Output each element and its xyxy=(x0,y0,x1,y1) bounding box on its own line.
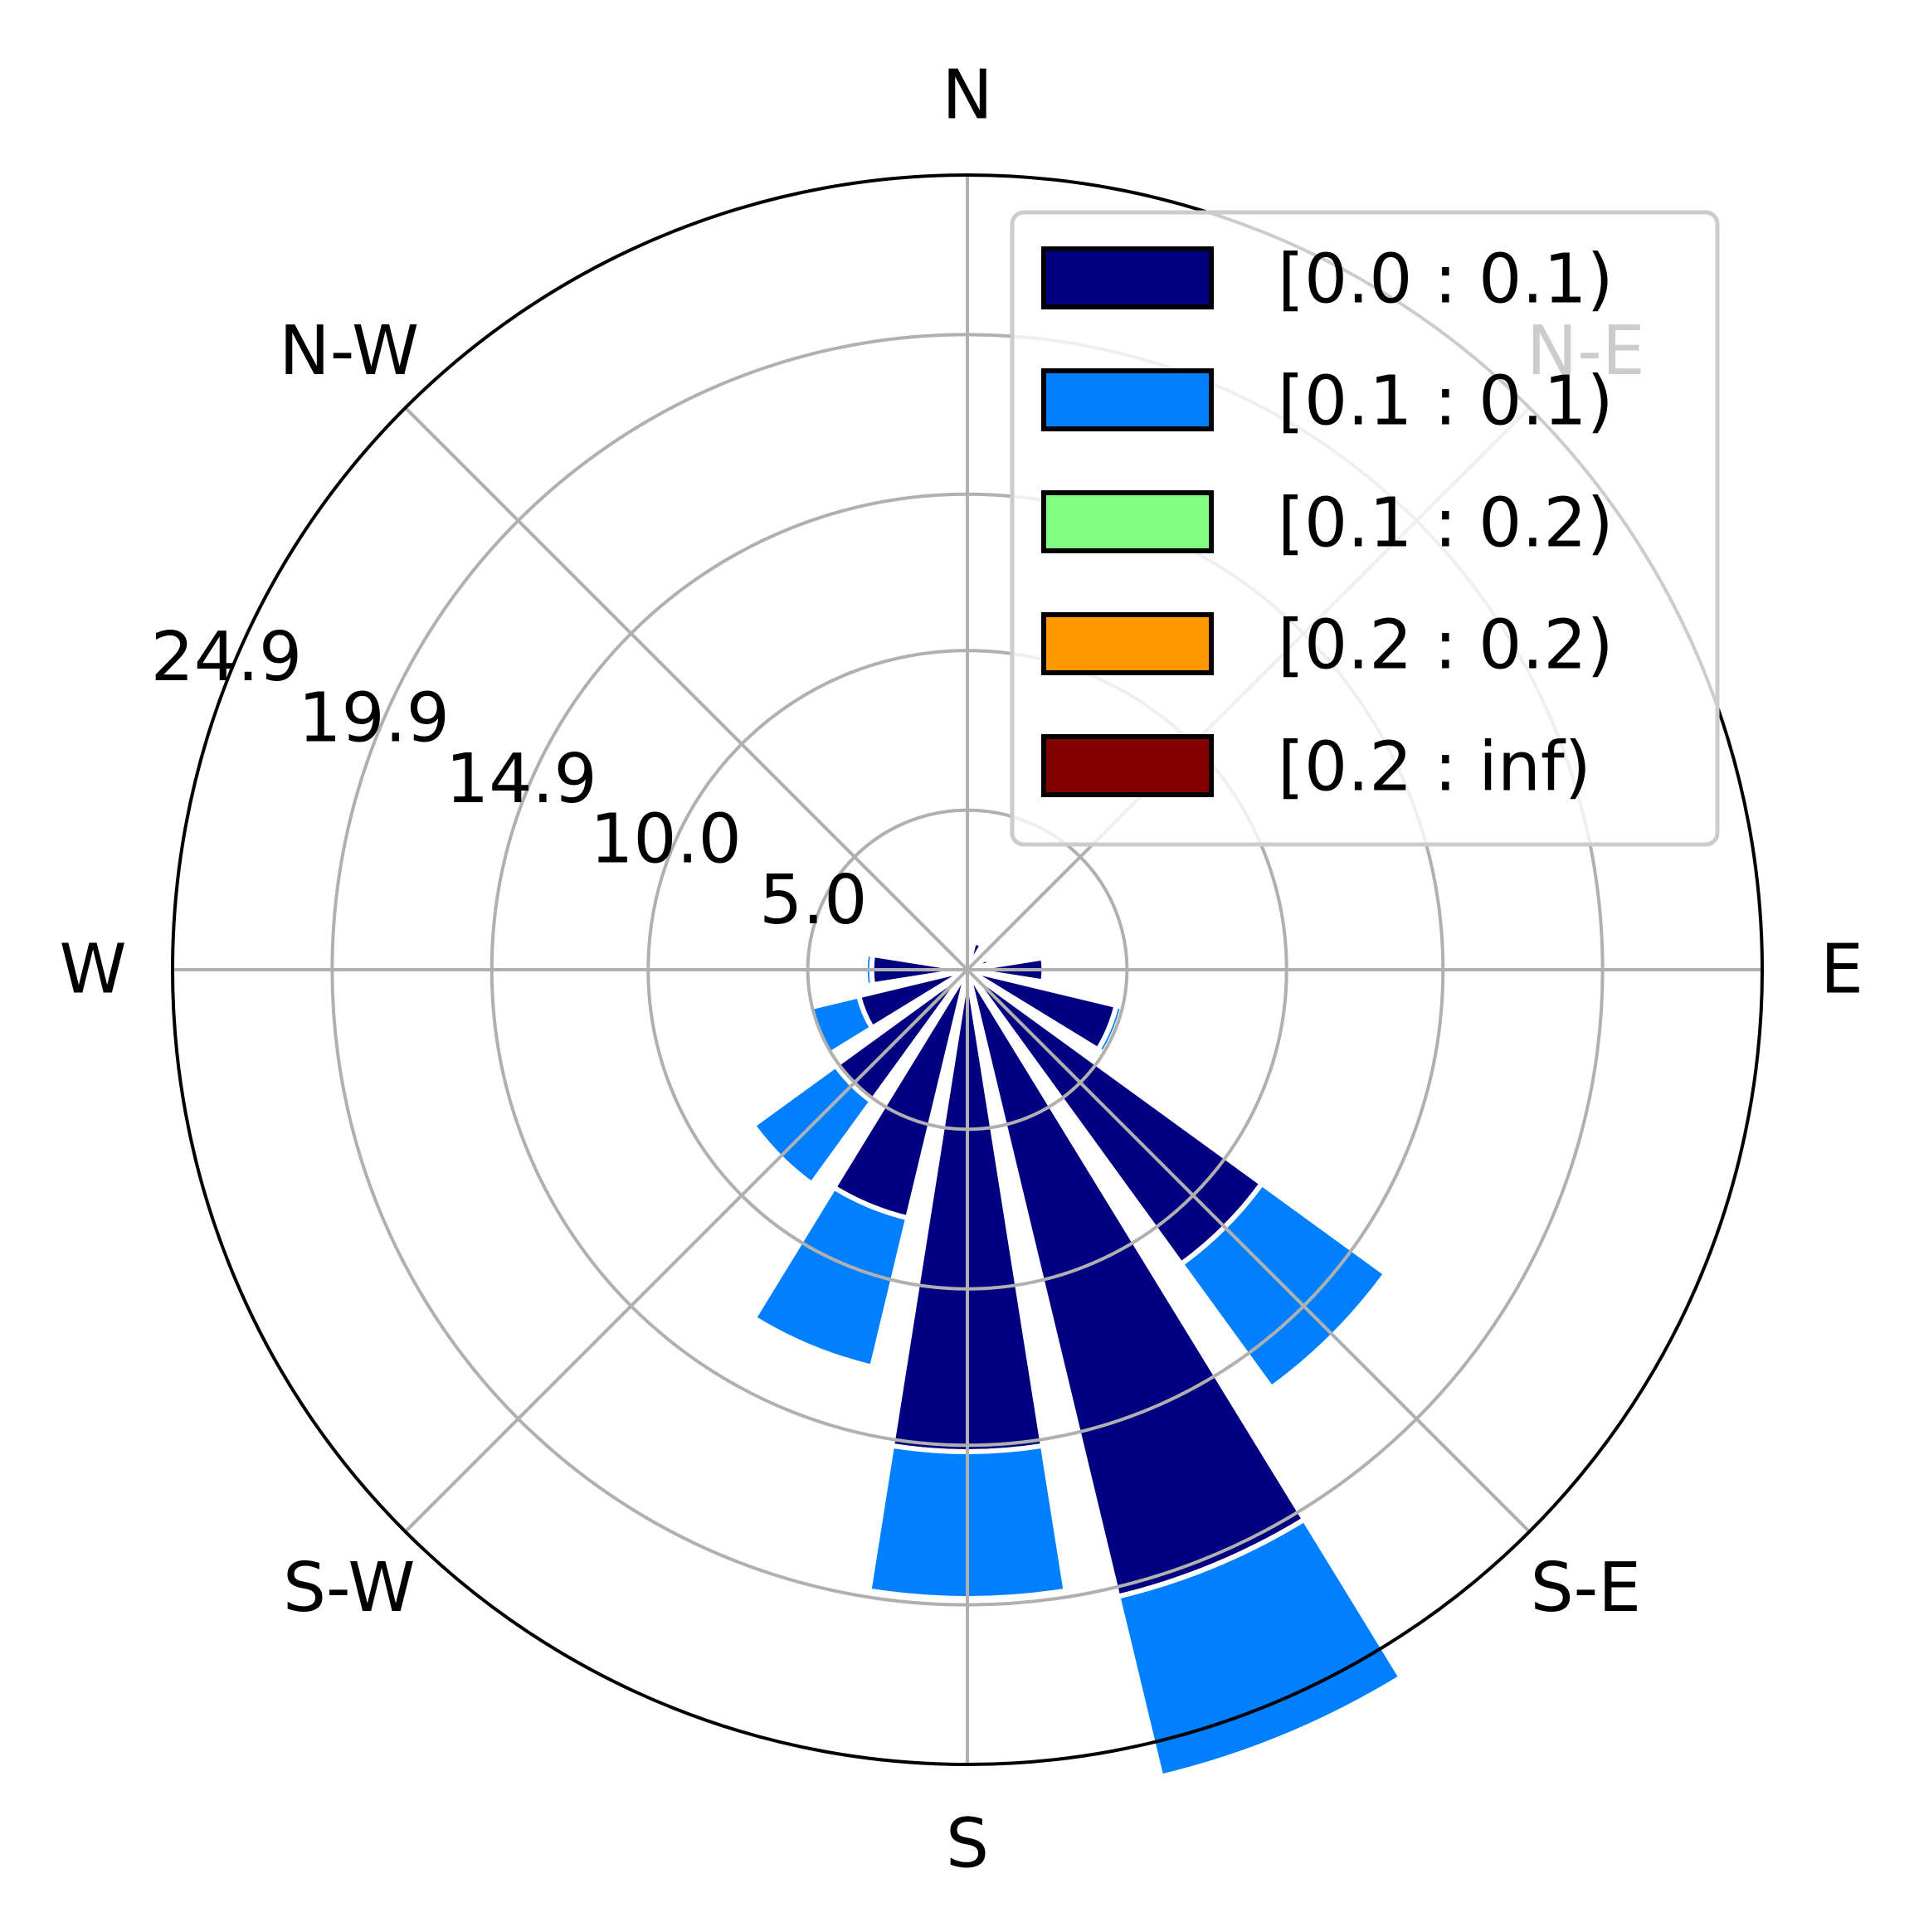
grid-spoke-3 xyxy=(966,968,1531,1533)
legend-label-1: [0.1 : 0.1) xyxy=(1278,363,1614,441)
legend-label-3: [0.2 : 0.2) xyxy=(1278,606,1614,685)
grid-group xyxy=(171,173,1764,1766)
bar-sector-1-series-0 xyxy=(965,938,986,971)
radial-tick-labels: 5.010.014.919.924.9 xyxy=(151,618,868,940)
direction-label-e: E xyxy=(1820,931,1863,1010)
grid-spoke-5 xyxy=(404,968,969,1533)
direction-label-s-e: S-E xyxy=(1531,1549,1641,1628)
legend-swatch-4 xyxy=(1041,734,1214,797)
outer-frame-circle xyxy=(171,173,1764,1766)
radial-tick-label-4: 24.9 xyxy=(151,618,303,697)
direction-label-s: S xyxy=(946,1805,989,1884)
legend-swatch-1 xyxy=(1041,368,1214,431)
bar-sector-7-series-1 xyxy=(1114,1516,1405,1780)
bar-sector-10-series-2 xyxy=(747,1122,816,1190)
radial-tick-label-3: 19.9 xyxy=(298,679,450,758)
bars-group xyxy=(747,938,1405,1780)
direction-label-s-w: S-W xyxy=(283,1549,415,1628)
legend-swatch-0 xyxy=(1041,246,1214,309)
bar-sector-9-series-1 xyxy=(750,1184,911,1370)
radial-tick-label-1: 10.0 xyxy=(590,800,742,878)
direction-label-w: W xyxy=(59,931,126,1010)
grid-spoke-7 xyxy=(404,406,969,971)
legend-label-0: [0.0 : 0.1) xyxy=(1278,241,1614,319)
radial-tick-label-0: 5.0 xyxy=(759,861,867,940)
legend-label-2: [0.1 : 0.2) xyxy=(1278,484,1614,563)
legend: [0.0 : 0.1) [0.1 : 0.1) [0.1 : 0.2) [0.2 : … xyxy=(1010,210,1720,847)
direction-label-n-w: N-W xyxy=(279,312,419,391)
radial-tick-label-2: 14.9 xyxy=(446,740,597,819)
direction-label-n: N xyxy=(942,56,992,135)
legend-label-4: [0.2 : inf) xyxy=(1278,728,1591,807)
legend-swatch-3 xyxy=(1041,612,1214,675)
legend-swatch-2 xyxy=(1041,490,1214,553)
